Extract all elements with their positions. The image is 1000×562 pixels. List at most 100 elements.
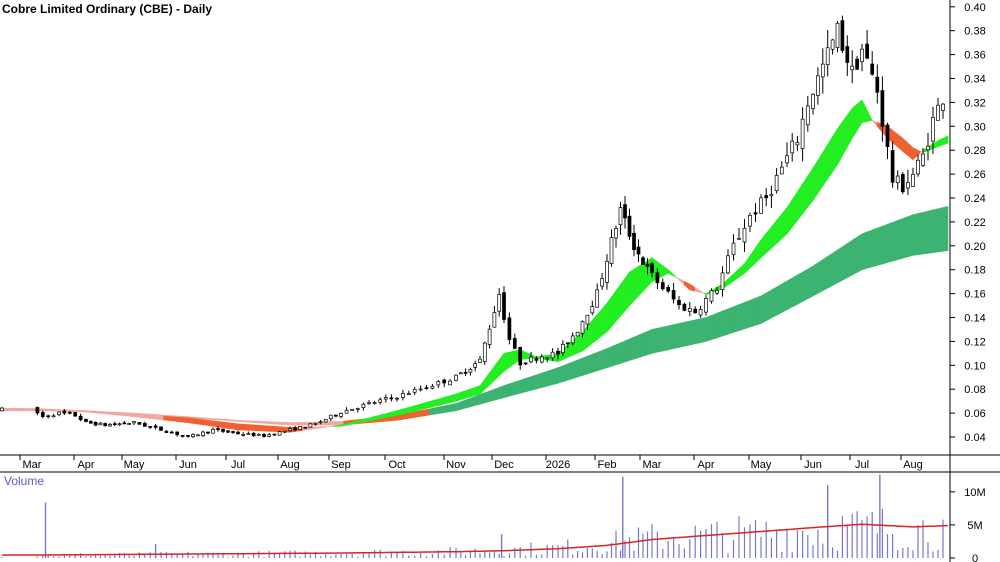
short-ribbon-segment xyxy=(689,283,693,291)
long-ribbon-segment xyxy=(335,421,339,426)
x-tick-label: Nov xyxy=(446,459,466,471)
y-tick-label: 0.04 xyxy=(964,432,985,444)
long-ribbon-segment xyxy=(601,349,605,370)
short-ribbon-segment xyxy=(662,265,666,277)
candle-body xyxy=(211,428,215,434)
short-ribbon-segment xyxy=(349,421,353,425)
short-ribbon-segment xyxy=(187,417,191,424)
candle-body xyxy=(936,104,940,121)
short-ribbon-segment xyxy=(786,202,790,235)
short-ribbon-segment xyxy=(322,426,327,428)
candle-body xyxy=(575,331,580,337)
short-ribbon-segment xyxy=(423,401,427,410)
long-ribbon-segment xyxy=(200,417,204,420)
short-ribbon-segment xyxy=(58,409,63,412)
short-ribbon-segment xyxy=(667,269,672,276)
short-ribbon-segment xyxy=(897,133,901,150)
short-ribbon-segment xyxy=(363,418,367,423)
short-ribbon-segment xyxy=(856,101,860,132)
candle-body xyxy=(641,257,645,265)
short-ribbon-segment xyxy=(437,397,442,406)
short-ribbon-segment xyxy=(839,120,843,162)
short-ribbon-segment xyxy=(876,121,881,131)
candle-body xyxy=(507,317,512,340)
short-ribbon-segment xyxy=(446,395,451,404)
long-ribbon-segment xyxy=(705,315,710,342)
short-ribbon-segment xyxy=(163,415,167,421)
y-tick-label: 0.32 xyxy=(964,97,985,109)
short-ribbon-segment xyxy=(945,135,949,145)
candle-body xyxy=(267,434,272,437)
y-tick-label: 0.18 xyxy=(964,265,985,277)
candle-body xyxy=(401,393,405,398)
candle-body xyxy=(677,299,681,306)
candle-body xyxy=(78,415,83,421)
short-ribbon-segment xyxy=(393,410,398,417)
short-ribbon-segment xyxy=(827,139,831,180)
long-ribbon-segment xyxy=(435,406,439,415)
short-ribbon-segment xyxy=(227,422,231,430)
long-ribbon-segment xyxy=(642,331,646,357)
candle-body xyxy=(216,428,220,430)
long-ribbon-segment xyxy=(776,285,780,316)
short-ribbon-segment xyxy=(820,151,824,191)
candle-body xyxy=(941,103,945,111)
short-ribbon-segment xyxy=(784,206,788,237)
long-ribbon-segment xyxy=(258,420,262,424)
candle-body xyxy=(350,408,355,411)
long-ribbon-segment xyxy=(719,310,723,338)
long-ribbon-segment xyxy=(562,364,566,383)
y-tick-label: 0.24 xyxy=(964,193,985,205)
long-ribbon-segment xyxy=(222,418,226,421)
candle-body xyxy=(46,415,51,418)
short-ribbon-segment xyxy=(42,408,46,411)
short-ribbon-segment xyxy=(815,159,819,198)
long-ribbon-segment xyxy=(711,313,715,341)
candle-body xyxy=(40,412,45,417)
long-ribbon-segment xyxy=(922,211,926,255)
short-ribbon-segment xyxy=(147,414,151,419)
y-tick-label: 0.08 xyxy=(964,384,985,396)
short-ribbon-segment xyxy=(460,391,464,401)
short-ribbon-segment xyxy=(405,406,410,414)
short-ribbon-segment xyxy=(414,404,418,412)
short-ribbon-segment xyxy=(755,242,759,264)
x-tick-label: Dec xyxy=(494,459,514,471)
candle-body xyxy=(636,246,641,255)
long-ribbon-segment xyxy=(195,416,199,419)
long-ribbon-segment xyxy=(789,277,793,309)
candle-body xyxy=(785,155,789,164)
short-ribbon-segment xyxy=(479,381,483,395)
long-ribbon-segment xyxy=(608,346,612,368)
short-ribbon-segment xyxy=(126,413,130,417)
short-ribbon-segment xyxy=(617,283,621,320)
long-ribbon-segment xyxy=(253,420,257,424)
candle-body xyxy=(769,194,774,197)
long-ribbon-segment xyxy=(815,262,819,296)
y-tick-label: 0.34 xyxy=(964,74,985,86)
long-ribbon-segment xyxy=(644,330,648,356)
candle-body xyxy=(318,421,323,424)
candle-body xyxy=(523,362,528,365)
short-ribbon-segment xyxy=(746,254,751,272)
long-ribbon-segment xyxy=(694,318,699,345)
long-ribbon-segment xyxy=(458,401,462,411)
candle-body xyxy=(906,182,910,189)
long-ribbon-segment xyxy=(902,217,906,259)
short-ribbon-segment xyxy=(271,425,275,432)
candle-body xyxy=(463,371,468,374)
candle-body xyxy=(655,272,660,284)
long-ribbon-segment xyxy=(892,220,896,262)
long-ribbon-segment xyxy=(937,207,941,253)
long-ribbon-segment xyxy=(212,418,216,421)
short-ribbon-segment xyxy=(692,285,696,292)
long-ribbon-segment xyxy=(899,218,904,260)
long-ribbon-segment xyxy=(245,420,249,423)
short-ribbon-segment xyxy=(467,388,471,398)
long-ribbon-segment xyxy=(414,410,418,418)
short-ribbon-segment xyxy=(435,398,439,407)
short-ribbon-segment xyxy=(613,289,617,325)
long-ribbon-segment xyxy=(889,221,893,263)
candle-body xyxy=(175,431,180,436)
long-ribbon-segment xyxy=(851,238,855,276)
